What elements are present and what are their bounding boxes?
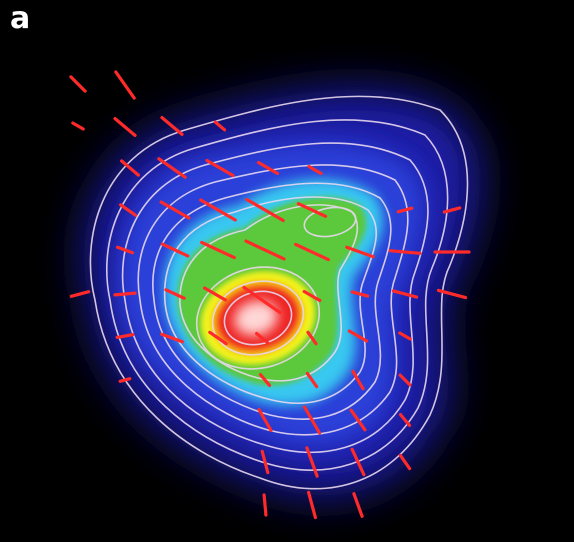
polarization-vector (351, 369, 365, 391)
polarization-vector (159, 200, 191, 220)
polarization-vector (258, 373, 272, 387)
contour-2 (106, 119, 449, 471)
polarization-vector (157, 157, 187, 179)
polarization-vector (199, 198, 237, 222)
polarization-vector (262, 493, 268, 517)
polarization-vector (69, 75, 87, 93)
contour-8 (195, 266, 321, 370)
polarization-vector (71, 121, 85, 131)
polarization-vector (160, 115, 184, 136)
polarization-vector (347, 329, 369, 343)
polarization-vector (115, 333, 135, 339)
polarization-vector (396, 206, 414, 214)
polarization-vector (307, 490, 317, 520)
core-highlight (234, 300, 278, 336)
polarization-vector (302, 405, 322, 435)
polarization-vector (442, 206, 462, 214)
polarization-vector (118, 203, 137, 217)
polarization-vector (350, 290, 370, 298)
polarization-vector (307, 164, 323, 176)
polarization-vector (244, 239, 286, 261)
polarization-vector (200, 240, 236, 260)
polarization-vector (256, 160, 280, 176)
polarization-vector (398, 373, 412, 387)
polarization-vector (118, 377, 132, 383)
polarization-vector (160, 242, 190, 258)
contour-9 (211, 280, 305, 356)
polarization-vector (257, 408, 273, 432)
polarization-vector (294, 242, 330, 262)
polarization-vector (391, 289, 419, 299)
polarization-vector (164, 288, 186, 300)
polarization-vector (296, 202, 328, 218)
polarization-vector (160, 332, 184, 344)
emission-layers (84, 88, 481, 497)
polarization-vector (213, 120, 227, 132)
polarization-vector (113, 291, 137, 297)
polarization-vector (208, 330, 228, 346)
polarization-vector (245, 197, 285, 223)
polarization-vector (260, 449, 270, 475)
polarization-vectors (69, 70, 471, 520)
polarization-vector (302, 289, 322, 303)
contour-secondary-peak (303, 206, 357, 238)
polarization-vector (242, 285, 282, 315)
polarization-vector (205, 158, 235, 178)
polarization-vector (349, 408, 367, 432)
polarization-vector (119, 159, 140, 177)
contour-4 (137, 164, 409, 436)
polarization-vector (203, 286, 227, 302)
polarization-vector (398, 331, 412, 341)
polarization-vector (352, 492, 364, 518)
polarization-vector (305, 371, 319, 389)
panel-label: a (10, 1, 31, 36)
polarization-vector (398, 453, 412, 471)
polarization-vector (305, 446, 319, 478)
polarization-vector (398, 413, 412, 427)
polarization-vector (306, 330, 318, 346)
polarization-vector (69, 290, 91, 298)
contour-3 (121, 142, 429, 454)
polarization-vector (114, 70, 136, 100)
polarization-vector (113, 116, 137, 137)
contour-lines (89, 95, 469, 490)
polarization-vector (345, 245, 375, 259)
polarization-vector (255, 331, 269, 345)
polarization-vector (350, 447, 366, 477)
polarization-vector (436, 288, 468, 300)
polarization-vector (388, 249, 422, 255)
contour-7 (179, 204, 359, 382)
polarization-vector (115, 245, 135, 255)
contour-6 (163, 196, 377, 405)
contour-1 (89, 95, 469, 490)
